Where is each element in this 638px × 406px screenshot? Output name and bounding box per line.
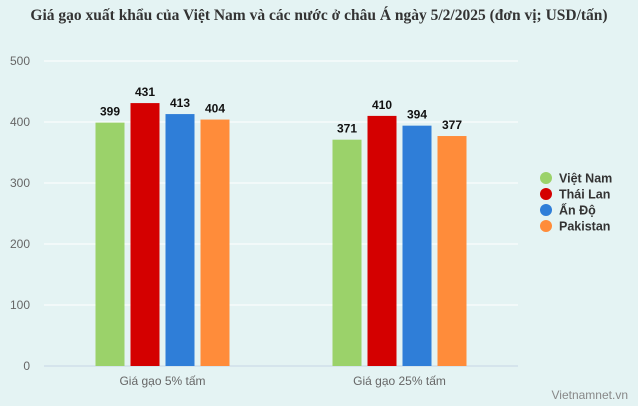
legend-marker — [540, 188, 552, 200]
data-label: 394 — [407, 108, 427, 122]
data-label: 413 — [170, 96, 190, 110]
legend-item[interactable]: Pakistan — [540, 220, 610, 234]
chart-title: Giá gạo xuất khẩu của Việt Nam và các nư… — [30, 7, 608, 24]
legend-item[interactable]: Việt Nam — [540, 172, 612, 186]
legend-label: Thái Lan — [559, 188, 610, 202]
y-tick-label: 500 — [10, 54, 30, 68]
data-labels: 399 431 413 404 371 410 394 377 — [100, 85, 462, 136]
bar[interactable] — [130, 103, 160, 366]
watermark: Vietnamnet.vn — [551, 388, 629, 402]
y-tick-label: 100 — [10, 298, 30, 312]
legend-marker — [540, 220, 552, 232]
bar[interactable] — [367, 115, 397, 367]
data-label: 431 — [135, 85, 155, 99]
data-label: 377 — [442, 118, 462, 132]
legend-item[interactable]: Ấn Độ — [540, 203, 596, 218]
legend-label: Việt Nam — [559, 172, 612, 186]
x-category-label: Giá gạo 5% tấm — [119, 374, 205, 388]
legend-marker — [540, 204, 552, 216]
legend-label: Pakistan — [559, 220, 610, 234]
legend-item[interactable]: Thái Lan — [540, 188, 610, 202]
bar[interactable] — [95, 122, 125, 366]
y-tick-label: 0 — [23, 359, 30, 373]
data-label: 410 — [372, 98, 392, 112]
bar[interactable] — [165, 114, 195, 366]
data-label: 399 — [100, 105, 120, 119]
data-label: 404 — [205, 102, 225, 116]
y-tick-label: 200 — [10, 237, 30, 251]
legend-label: Ấn Độ — [559, 203, 596, 218]
y-tick-label: 400 — [10, 115, 30, 129]
bars — [95, 103, 467, 367]
bar[interactable] — [402, 125, 432, 366]
bar[interactable] — [332, 139, 362, 366]
y-axis: 0 100 200 300 400 500 — [10, 54, 30, 373]
y-tick-label: 300 — [10, 176, 30, 190]
data-label: 371 — [337, 122, 357, 136]
x-category-label: Giá gạo 25% tấm — [353, 374, 446, 388]
bar[interactable] — [437, 136, 467, 366]
legend-marker — [540, 172, 552, 184]
x-axis: Giá gạo 5% tấm Giá gạo 25% tấm — [119, 374, 445, 388]
bar[interactable] — [200, 119, 230, 366]
